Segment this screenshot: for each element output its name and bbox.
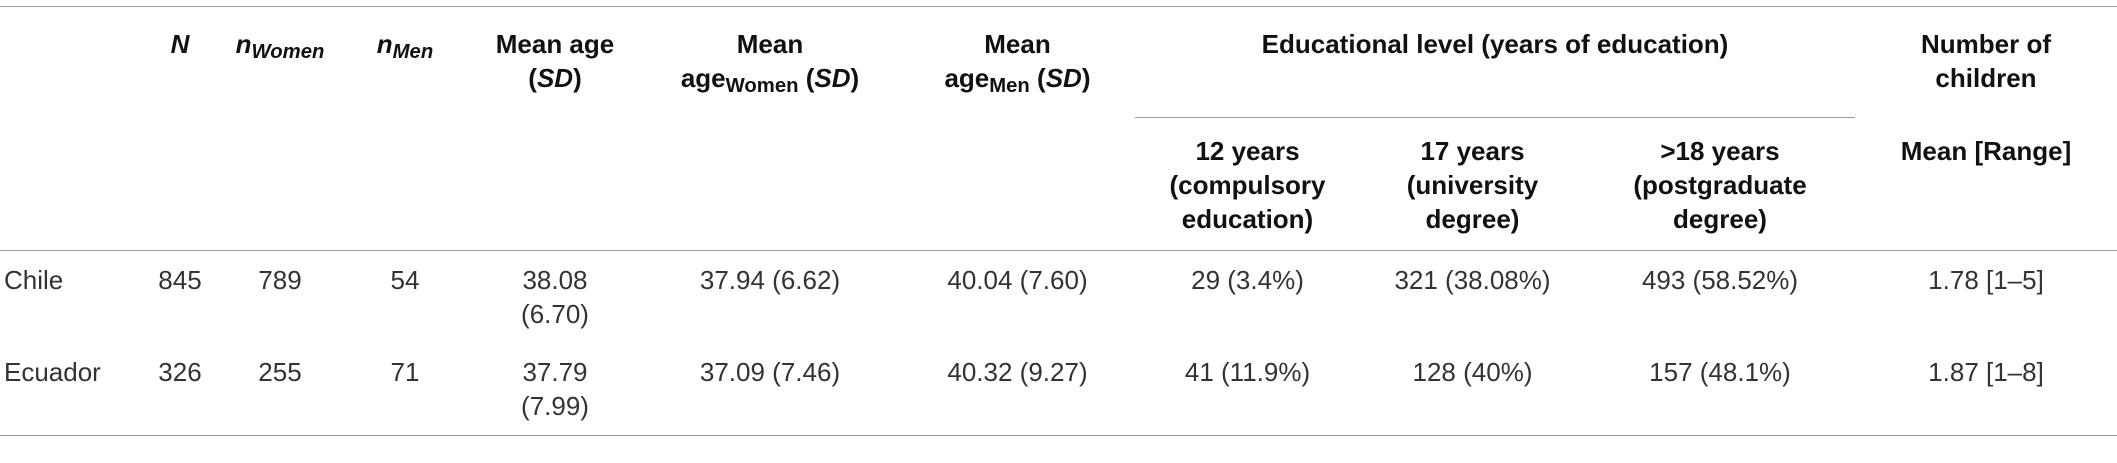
cell-edu-12: 29 (3.4%) xyxy=(1135,250,1360,343)
header-mean-age: Mean age (SD) xyxy=(470,6,640,118)
header-number-of-children: Number of children xyxy=(1855,6,2117,118)
header-country xyxy=(0,6,140,118)
header-n: N xyxy=(140,6,220,118)
header-educational-level: Educational level (years of education) xyxy=(1135,6,1855,118)
table-row: Ecuador 326 255 71 37.79 (7.99) 37.09 (7… xyxy=(0,343,2117,436)
cell-n-women: 255 xyxy=(220,343,340,436)
cell-n-men: 71 xyxy=(340,343,470,436)
header-edu-12-years: 12 years (compulsory education) xyxy=(1169,136,1326,234)
cell-mean-age-men: 40.04 (7.60) xyxy=(900,250,1135,343)
cell-mean-age-women: 37.94 (6.62) xyxy=(640,250,900,343)
header-n-women: nWomen xyxy=(220,6,340,118)
header-n-men: nMen xyxy=(340,6,470,118)
cell-edu-17: 321 (38.08%) xyxy=(1360,250,1585,343)
cell-country: Chile xyxy=(0,250,140,343)
demographics-table: N nWomen nMen Mean age (SD) Mean ageWome… xyxy=(0,6,2117,436)
header-blank xyxy=(140,118,220,251)
cell-n: 845 xyxy=(140,250,220,343)
header-mean-age-women: Mean ageWomen (SD) xyxy=(640,6,900,118)
cell-country: Ecuador xyxy=(0,343,140,436)
cell-children: 1.87 [1–8] xyxy=(1855,343,2117,436)
cell-edu-18: 157 (48.1%) xyxy=(1585,343,1855,436)
header-mean-age-men: Mean ageMen (SD) xyxy=(900,6,1135,118)
header-blank xyxy=(0,118,140,251)
cell-edu-17: 128 (40%) xyxy=(1360,343,1585,436)
cell-n-women: 789 xyxy=(220,250,340,343)
header-edu-18-plus-years: >18 years (postgraduate degree) xyxy=(1633,136,1807,234)
cell-n-men: 54 xyxy=(340,250,470,343)
header-blank xyxy=(640,118,900,251)
cell-n: 326 xyxy=(140,343,220,436)
header-blank xyxy=(340,118,470,251)
header-children-mean-range: Mean [Range] xyxy=(1900,135,2072,166)
cell-edu-18: 493 (58.52%) xyxy=(1585,250,1855,343)
header-edu-17-years: 17 years (university degree) xyxy=(1406,136,1539,234)
cell-mean-age: 38.08 (6.70) xyxy=(470,250,640,343)
header-blank xyxy=(900,118,1135,251)
cell-mean-age: 37.79 (7.99) xyxy=(470,343,640,436)
table-row: Chile 845 789 54 38.08 (6.70) 37.94 (6.6… xyxy=(0,250,2117,343)
cell-children: 1.78 [1–5] xyxy=(1855,250,2117,343)
header-blank xyxy=(470,118,640,251)
cell-mean-age-men: 40.32 (9.27) xyxy=(900,343,1135,436)
cell-edu-12: 41 (11.9%) xyxy=(1135,343,1360,436)
cell-mean-age-women: 37.09 (7.46) xyxy=(640,343,900,436)
header-blank xyxy=(220,118,340,251)
